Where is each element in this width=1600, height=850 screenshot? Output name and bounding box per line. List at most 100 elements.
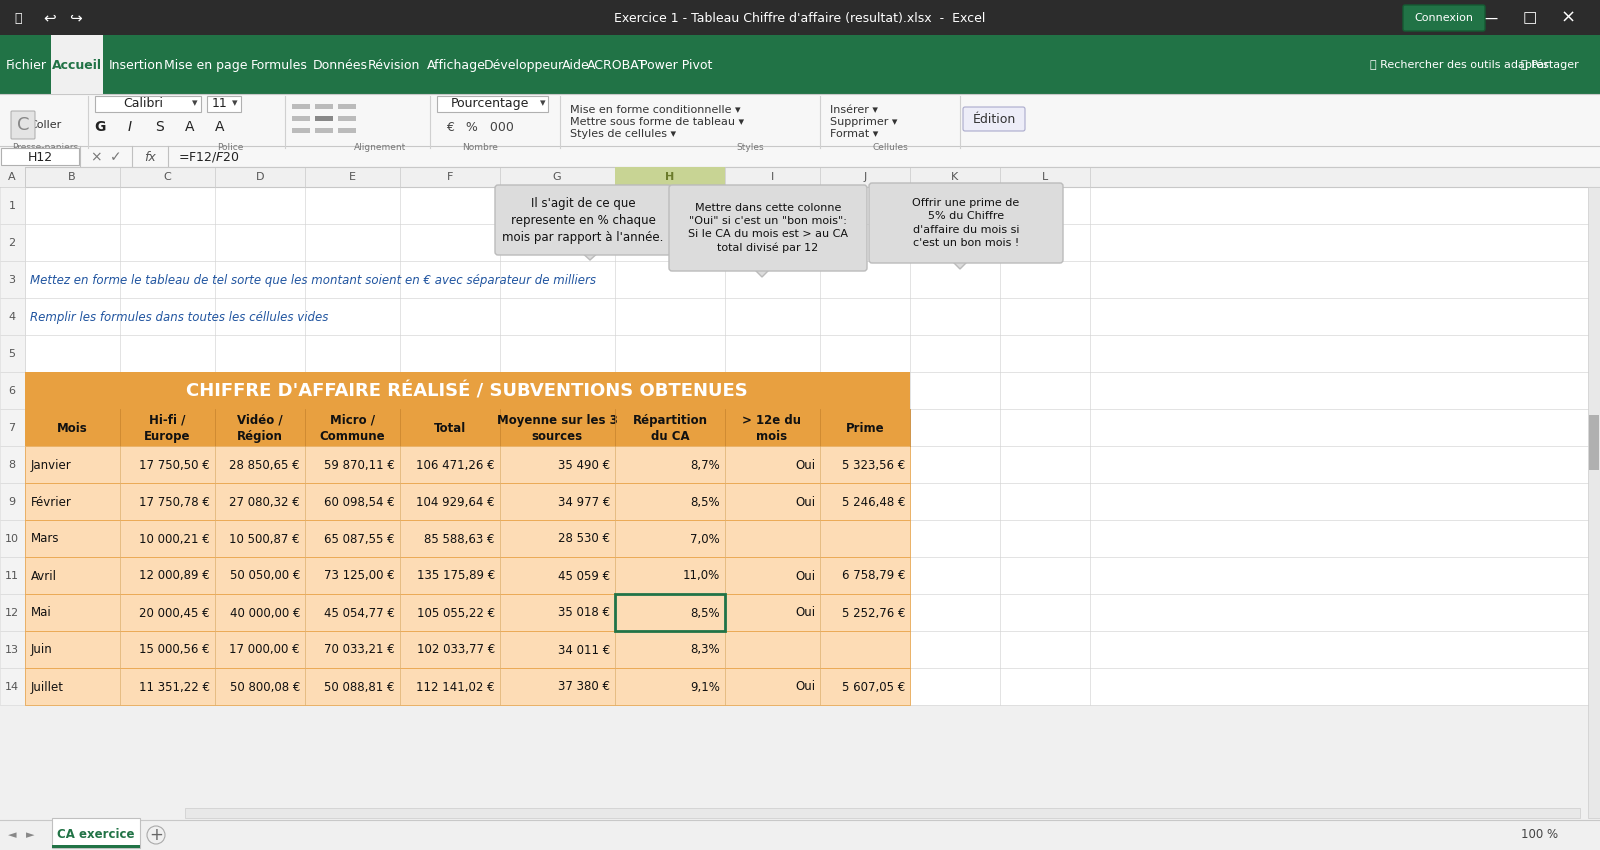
FancyBboxPatch shape [869, 183, 1062, 263]
Text: 8,5%: 8,5% [690, 496, 720, 508]
FancyBboxPatch shape [26, 483, 910, 520]
Text: Mai: Mai [30, 607, 51, 620]
Text: ACROBAT: ACROBAT [587, 59, 646, 71]
Text: Alignement: Alignement [354, 143, 406, 151]
Text: Oui: Oui [795, 458, 814, 472]
Text: 10: 10 [5, 534, 19, 544]
Text: Juin: Juin [30, 643, 53, 656]
FancyBboxPatch shape [291, 104, 310, 109]
FancyBboxPatch shape [0, 372, 26, 409]
Text: Mettez en forme le tableau de tel sorte que les montant soient en € avec séparat: Mettez en forme le tableau de tel sorte … [30, 274, 595, 286]
FancyBboxPatch shape [614, 594, 725, 631]
Text: K: K [952, 172, 958, 182]
Text: 50 088,81 €: 50 088,81 € [325, 681, 395, 694]
FancyBboxPatch shape [0, 668, 26, 705]
FancyBboxPatch shape [669, 185, 867, 271]
FancyBboxPatch shape [2, 148, 78, 165]
Text: L: L [1042, 172, 1048, 182]
Text: 7: 7 [8, 423, 16, 433]
Text: Remplir les formules dans toutes les céllules vides: Remplir les formules dans toutes les cél… [30, 310, 328, 324]
Text: Total: Total [434, 422, 466, 434]
Text: 27 080,32 €: 27 080,32 € [229, 496, 301, 508]
Text: 8,3%: 8,3% [690, 643, 720, 656]
Text: 34 011 €: 34 011 € [558, 643, 610, 656]
Text: 73 125,00 €: 73 125,00 € [325, 570, 395, 582]
Text: 5 323,56 €: 5 323,56 € [842, 458, 906, 472]
FancyBboxPatch shape [0, 167, 1600, 187]
FancyBboxPatch shape [0, 167, 26, 187]
FancyBboxPatch shape [0, 483, 26, 520]
Text: 50 800,08 €: 50 800,08 € [230, 681, 301, 694]
Text: □: □ [1523, 10, 1538, 26]
Text: Styles de cellules ▾: Styles de cellules ▾ [570, 129, 677, 139]
FancyBboxPatch shape [315, 128, 333, 133]
FancyBboxPatch shape [1589, 415, 1598, 470]
Text: ↪: ↪ [69, 10, 82, 26]
Text: CA exercice: CA exercice [58, 828, 134, 841]
FancyBboxPatch shape [963, 107, 1026, 131]
Text: 17 750,50 €: 17 750,50 € [139, 458, 210, 472]
FancyBboxPatch shape [0, 187, 1600, 705]
FancyBboxPatch shape [0, 631, 26, 668]
Text: 20 000,45 €: 20 000,45 € [139, 607, 210, 620]
FancyBboxPatch shape [291, 116, 310, 121]
Text: H12: H12 [27, 150, 53, 163]
Text: Insertion: Insertion [109, 59, 163, 71]
FancyBboxPatch shape [338, 116, 355, 121]
Text: 105 055,22 €: 105 055,22 € [418, 607, 494, 620]
Text: Insérer ▾: Insérer ▾ [830, 105, 878, 115]
Text: Prime: Prime [846, 422, 885, 434]
Text: Il s'agit de ce que
represente en % chaque
mois par rapport à l'année.: Il s'agit de ce que represente en % chaq… [502, 196, 664, 243]
Text: 17 750,78 €: 17 750,78 € [139, 496, 210, 508]
Text: G: G [94, 120, 106, 134]
Text: Mois: Mois [56, 422, 88, 434]
Circle shape [147, 826, 165, 844]
Text: 45 054,77 €: 45 054,77 € [325, 607, 395, 620]
FancyBboxPatch shape [26, 409, 910, 446]
Polygon shape [950, 259, 970, 269]
Text: Coller: Coller [29, 120, 61, 130]
Text: Nombre: Nombre [462, 143, 498, 151]
Text: Mise en forme conditionnelle ▾: Mise en forme conditionnelle ▾ [570, 105, 741, 115]
Text: 50 050,00 €: 50 050,00 € [230, 570, 301, 582]
Text: 13: 13 [5, 645, 19, 655]
Text: 37 380 €: 37 380 € [558, 681, 610, 694]
Text: Connexion: Connexion [1414, 13, 1474, 23]
FancyBboxPatch shape [0, 298, 26, 335]
Text: ↩: ↩ [43, 10, 56, 26]
Text: 59 870,11 €: 59 870,11 € [325, 458, 395, 472]
Text: ◄: ◄ [8, 830, 16, 840]
Text: Supprimer ▾: Supprimer ▾ [830, 117, 898, 127]
Text: A: A [186, 120, 195, 134]
Text: 112 141,02 €: 112 141,02 € [416, 681, 494, 694]
Text: Affichage: Affichage [427, 59, 485, 71]
Text: Micro /
Commune: Micro / Commune [318, 413, 386, 443]
Text: ×: × [1560, 9, 1576, 27]
Text: ✓: ✓ [110, 150, 122, 164]
Text: Cellules: Cellules [872, 143, 907, 151]
Text: Juillet: Juillet [30, 681, 64, 694]
Text: ▾: ▾ [192, 98, 198, 108]
FancyBboxPatch shape [26, 557, 910, 594]
FancyBboxPatch shape [0, 820, 1600, 850]
Text: 👥 Partager: 👥 Partager [1522, 60, 1579, 70]
FancyBboxPatch shape [291, 128, 310, 133]
FancyBboxPatch shape [26, 520, 910, 557]
Text: Oui: Oui [795, 496, 814, 508]
Text: Styles: Styles [736, 143, 763, 151]
FancyBboxPatch shape [51, 35, 102, 94]
Text: D: D [256, 172, 264, 182]
Text: 5 607,05 €: 5 607,05 € [842, 681, 906, 694]
Text: Mettre dans cette colonne
"Oui" si c'est un "bon mois":
Si le CA du mois est > a: Mettre dans cette colonne "Oui" si c'est… [688, 203, 848, 253]
FancyBboxPatch shape [206, 95, 240, 111]
Text: 3: 3 [8, 275, 16, 285]
FancyBboxPatch shape [26, 372, 910, 409]
Text: +: + [149, 826, 163, 844]
Text: 11,0%: 11,0% [683, 570, 720, 582]
FancyBboxPatch shape [614, 167, 725, 187]
FancyBboxPatch shape [0, 261, 26, 298]
Text: E: E [349, 172, 355, 182]
FancyBboxPatch shape [0, 594, 26, 631]
Text: Hi-fi /
Europe: Hi-fi / Europe [144, 413, 190, 443]
Text: 17 000,00 €: 17 000,00 € [229, 643, 301, 656]
